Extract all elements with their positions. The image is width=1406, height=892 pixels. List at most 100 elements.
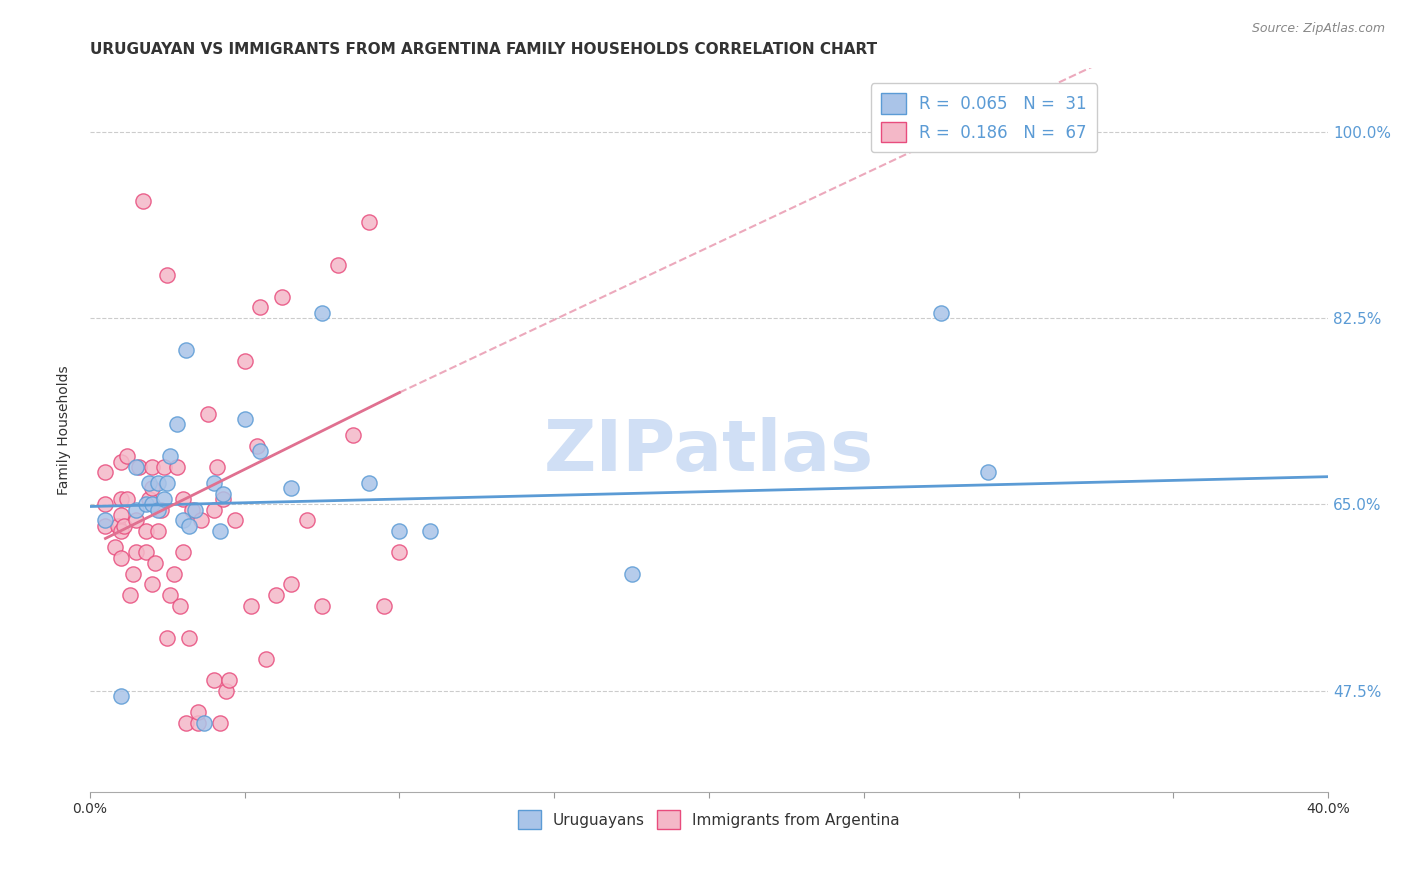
Point: [141, 577, 163, 591]
Point: [280, 577, 302, 591]
Point: [104, 540, 127, 554]
Point: [249, 444, 271, 458]
Point: [270, 290, 292, 304]
Point: [212, 491, 235, 506]
Y-axis label: Family Households: Family Households: [58, 365, 72, 495]
Point: [125, 502, 148, 516]
Point: [177, 518, 200, 533]
Point: [246, 439, 269, 453]
Point: [202, 476, 225, 491]
Point: [295, 513, 318, 527]
Point: [233, 412, 256, 426]
Point: [184, 502, 207, 516]
Point: [205, 460, 228, 475]
Point: [120, 588, 142, 602]
Point: [135, 497, 157, 511]
Point: [187, 715, 209, 730]
Point: [187, 705, 209, 719]
Point: [419, 524, 441, 538]
Point: [115, 450, 138, 464]
Point: [125, 545, 148, 559]
Text: ZIPatlas: ZIPatlas: [544, 417, 875, 486]
Point: [388, 524, 411, 538]
Point: [110, 524, 132, 538]
Text: URUGUAYAN VS IMMIGRANTS FROM ARGENTINA FAMILY HOUSEHOLDS CORRELATION CHART: URUGUAYAN VS IMMIGRANTS FROM ARGENTINA F…: [90, 42, 877, 57]
Point: [190, 513, 212, 527]
Point: [373, 599, 395, 613]
Point: [150, 502, 173, 516]
Point: [166, 460, 188, 475]
Point: [156, 631, 179, 645]
Point: [264, 588, 287, 602]
Point: [153, 491, 176, 506]
Point: [342, 428, 364, 442]
Point: [208, 524, 231, 538]
Point: [193, 715, 215, 730]
Point: [162, 566, 184, 581]
Point: [138, 491, 160, 506]
Point: [94, 497, 117, 511]
Point: [174, 343, 197, 357]
Point: [94, 518, 117, 533]
Point: [122, 566, 145, 581]
Point: [141, 497, 163, 511]
Point: [224, 513, 246, 527]
Point: [254, 652, 277, 666]
Point: [311, 599, 333, 613]
Point: [146, 524, 169, 538]
Point: [110, 689, 132, 703]
Point: [280, 482, 302, 496]
Point: [197, 407, 219, 421]
Point: [976, 466, 998, 480]
Point: [125, 513, 148, 527]
Point: [311, 305, 333, 319]
Point: [146, 502, 169, 516]
Point: [929, 305, 952, 319]
Point: [218, 673, 240, 687]
Point: [115, 491, 138, 506]
Point: [215, 683, 238, 698]
Point: [249, 301, 271, 315]
Point: [143, 556, 166, 570]
Point: [156, 476, 179, 491]
Point: [110, 508, 132, 522]
Point: [326, 258, 349, 272]
Point: [166, 417, 188, 432]
Point: [94, 513, 117, 527]
Point: [357, 215, 380, 229]
Point: [181, 502, 204, 516]
Text: Source: ZipAtlas.com: Source: ZipAtlas.com: [1251, 22, 1385, 36]
Point: [110, 491, 132, 506]
Point: [135, 545, 157, 559]
Point: [169, 599, 191, 613]
Point: [94, 466, 117, 480]
Point: [172, 491, 194, 506]
Legend: Uruguayans, Immigrants from Argentina: Uruguayans, Immigrants from Argentina: [512, 805, 907, 835]
Point: [141, 460, 163, 475]
Point: [357, 476, 380, 491]
Point: [131, 194, 153, 208]
Point: [159, 450, 181, 464]
Point: [202, 502, 225, 516]
Point: [388, 545, 411, 559]
Point: [233, 353, 256, 368]
Point: [128, 460, 150, 475]
Point: [202, 673, 225, 687]
Point: [239, 599, 262, 613]
Point: [110, 550, 132, 565]
Point: [177, 631, 200, 645]
Point: [212, 486, 235, 500]
Point: [172, 513, 194, 527]
Point: [107, 518, 129, 533]
Point: [174, 715, 197, 730]
Point: [172, 545, 194, 559]
Point: [146, 476, 169, 491]
Point: [110, 455, 132, 469]
Point: [159, 588, 181, 602]
Point: [156, 268, 179, 283]
Point: [620, 566, 643, 581]
Point: [208, 715, 231, 730]
Point: [141, 482, 163, 496]
Point: [125, 460, 148, 475]
Point: [138, 476, 160, 491]
